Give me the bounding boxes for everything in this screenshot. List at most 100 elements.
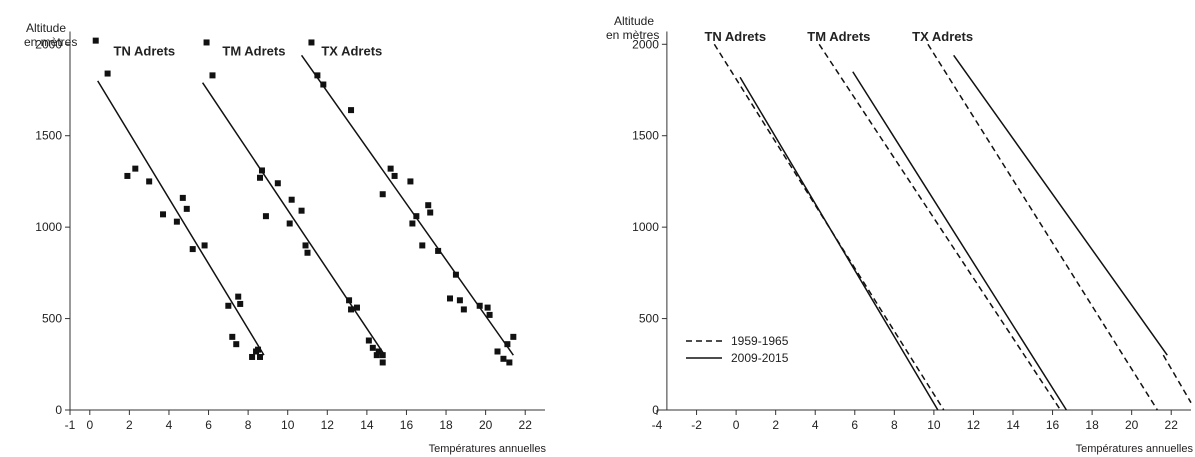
x-tick-label: 18 [1085,418,1099,432]
data-point [201,242,208,249]
trend-line [201,82,386,356]
data-point [387,165,394,172]
trend-line [97,80,265,356]
data-point [235,293,242,300]
x-tick-label: 16 [400,418,414,432]
right-legend: 1959-1965 2009-2015 [686,334,789,365]
data-point [506,359,513,366]
x-tick-label: -4 [652,418,663,432]
left-series-labels: TN Adrets TM Adrets TX Adrets [114,44,383,59]
y-tick-label: 500 [42,312,62,326]
data-point [391,172,398,179]
data-point [504,341,511,348]
y-tick-label: 1500 [632,129,659,143]
y-tick-label: 0 [55,403,62,417]
data-point [484,304,491,311]
x-tick-label: 22 [1165,418,1179,432]
right-marks [713,43,1192,411]
x-tick-label: 20 [479,418,493,432]
x-tick-label: 10 [281,418,295,432]
x-tick-label: 8 [245,418,252,432]
y-tick-label: 1000 [632,220,659,234]
data-point [132,165,139,172]
data-point [320,81,327,88]
data-point [346,297,353,304]
data-point [379,359,386,366]
x-tick-label: 2 [126,418,133,432]
x-tick-label: 2 [772,418,779,432]
data-point [369,344,376,351]
series-line [739,76,939,411]
series-label: TM Adrets [807,29,870,44]
x-tick-label: 22 [519,418,533,432]
data-point [233,341,240,348]
legend-label: 2009-2015 [731,351,789,365]
data-point [407,178,414,185]
x-tick-label: 14 [360,418,374,432]
x-tick-label: 14 [1006,418,1020,432]
data-point [257,174,263,181]
data-point [413,213,420,220]
data-point [286,220,293,227]
series-label: TM Adrets [222,44,285,59]
x-tick-label: 6 [851,418,858,432]
data-point [373,352,380,359]
data-point [160,211,167,218]
data-point [262,213,269,220]
x-tick-label: 0 [86,418,93,432]
data-point [510,333,517,340]
right-axes: 0 500 1000 1500 2000 -4 -2 0 2 4 6 8 10 12 14 16 18 20 22 [632,31,1191,432]
x-tick-label: 8 [891,418,898,432]
right-xlabel: Températures annuelles [1076,443,1194,455]
left-ylabel-line1: Altitude [26,21,66,35]
data-point [353,304,360,311]
series-line [852,71,1068,411]
data-point [209,72,216,79]
right-series-labels: TN Adrets TM Adrets TX Adrets [704,29,973,44]
data-point [308,39,315,46]
data-point [249,353,256,360]
left-xlabel: Températures annuelles [429,443,547,455]
data-point [476,302,483,309]
x-tick-label: -2 [691,418,702,432]
y-tick-label: 2000 [632,37,659,51]
x-tick-label: 10 [927,418,941,432]
data-point [203,39,210,46]
data-point [225,302,232,309]
data-point [348,107,355,114]
series-label: TX Adrets [912,29,973,44]
data-point [409,220,416,227]
left-ylabel-line2: en mètres [24,35,77,49]
data-point [456,297,463,304]
series-line [1162,354,1192,404]
y-tick-label: 1500 [35,129,62,143]
data-point [379,352,386,359]
x-tick-label: 16 [1046,418,1060,432]
data-point [173,218,180,225]
data-point [189,246,196,253]
data-point [375,348,382,355]
data-point [427,209,434,216]
left-marks [92,37,517,366]
x-tick-label: 20 [1125,418,1139,432]
x-tick-label: 12 [321,418,335,432]
series-line [927,43,1159,411]
y-tick-label: 2000 [35,37,62,51]
data-point [314,72,321,79]
data-point [179,194,186,201]
x-tick-label: 4 [166,418,173,432]
data-point [146,178,153,185]
data-point [486,311,493,318]
series-label: TN Adrets [114,44,176,59]
data-point [379,191,386,198]
data-point [274,180,281,187]
trend-line [300,54,514,356]
data-point [304,249,311,256]
y-tick-label: 0 [652,403,659,417]
data-point [365,337,372,344]
data-point [460,306,467,313]
data-point [447,295,453,302]
right-chart: Altitude en mètres Températures annuelle… [606,14,1193,455]
right-ylabel-line2: en mètres [606,28,659,42]
